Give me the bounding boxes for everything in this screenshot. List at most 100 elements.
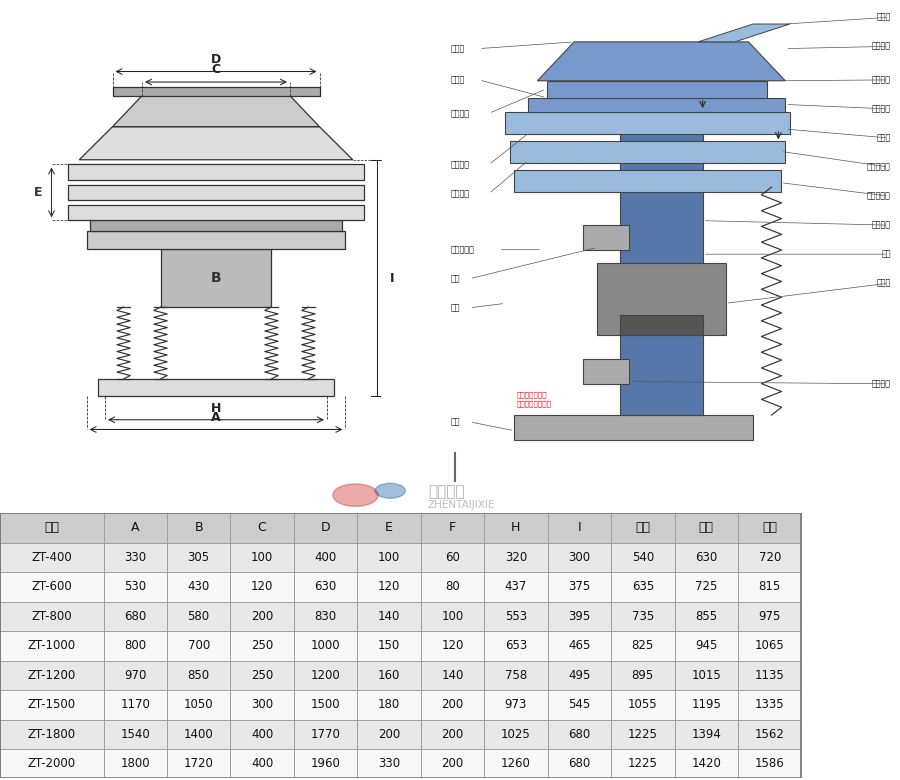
Text: 1960: 1960 [310, 757, 340, 770]
Bar [104, 631, 167, 661]
Text: 395: 395 [568, 610, 590, 623]
Bar [357, 543, 421, 573]
Text: A: A [131, 522, 140, 534]
Bar [528, 98, 785, 112]
Text: 100: 100 [378, 551, 400, 564]
Text: ZT-1200: ZT-1200 [28, 668, 76, 682]
Text: 300: 300 [568, 551, 590, 564]
Text: 830: 830 [314, 610, 337, 623]
Bar [0, 543, 104, 573]
Text: 895: 895 [632, 668, 654, 682]
Text: 1065: 1065 [755, 640, 785, 652]
Text: 上部重锤: 上部重锤 [872, 221, 891, 229]
Bar [167, 573, 230, 601]
Text: 530: 530 [124, 580, 147, 594]
Text: 1770: 1770 [310, 728, 340, 741]
Text: 1800: 1800 [121, 757, 150, 770]
Text: 545: 545 [568, 698, 590, 711]
Text: ZT-400: ZT-400 [32, 551, 72, 564]
Text: ZT-800: ZT-800 [32, 610, 72, 623]
Bar [738, 690, 802, 719]
Text: 825: 825 [632, 640, 654, 652]
Bar [98, 379, 334, 396]
Bar [104, 719, 167, 749]
Bar [68, 205, 364, 221]
Text: 437: 437 [505, 580, 527, 594]
Bar [421, 513, 484, 543]
Text: 电动机: 电动机 [877, 278, 891, 288]
Text: ZT-600: ZT-600 [32, 580, 72, 594]
Text: 630: 630 [314, 580, 337, 594]
Bar [548, 690, 611, 719]
Bar [293, 690, 357, 719]
Bar [620, 89, 703, 415]
Polygon shape [112, 96, 320, 126]
Bar [611, 749, 675, 778]
Bar [611, 573, 675, 601]
Text: 1540: 1540 [121, 728, 150, 741]
Text: 1195: 1195 [691, 698, 721, 711]
Bar [167, 749, 230, 778]
Text: 495: 495 [568, 668, 590, 682]
Bar [505, 112, 790, 133]
Bar [548, 749, 611, 778]
Text: 553: 553 [505, 610, 527, 623]
Text: 80: 80 [446, 580, 460, 594]
Bar [484, 573, 548, 601]
Text: 下部重锤: 下部重锤 [872, 379, 891, 388]
Bar [230, 513, 293, 543]
Bar [484, 661, 548, 690]
Bar [112, 87, 320, 96]
Bar [167, 601, 230, 631]
Bar [515, 170, 780, 192]
Text: ZT-2000: ZT-2000 [28, 757, 76, 770]
Text: 735: 735 [632, 610, 654, 623]
Text: 1335: 1335 [755, 698, 785, 711]
Text: 970: 970 [124, 668, 147, 682]
Bar [484, 543, 548, 573]
Bar [611, 690, 675, 719]
Bar [548, 543, 611, 573]
Bar [484, 601, 548, 631]
Bar [160, 249, 272, 307]
Text: 160: 160 [378, 668, 400, 682]
Text: 855: 855 [695, 610, 717, 623]
Bar [86, 231, 346, 249]
Bar [104, 573, 167, 601]
Bar [548, 513, 611, 543]
Text: 底座: 底座 [450, 417, 460, 427]
Bar [675, 690, 738, 719]
Circle shape [375, 484, 405, 498]
Text: 1225: 1225 [628, 728, 658, 741]
Bar [611, 661, 675, 690]
Bar [583, 360, 629, 384]
Text: 1400: 1400 [184, 728, 213, 741]
Text: 1000: 1000 [310, 640, 340, 652]
Bar [293, 631, 357, 661]
Bar [509, 141, 785, 162]
Text: 弹簧: 弹簧 [450, 303, 460, 312]
Bar [357, 661, 421, 690]
Bar [68, 185, 364, 200]
Bar [104, 601, 167, 631]
Text: 700: 700 [187, 640, 210, 652]
Text: 975: 975 [759, 610, 781, 623]
Text: 140: 140 [378, 610, 400, 623]
Bar [357, 513, 421, 543]
Text: 辅助筛网: 辅助筛网 [872, 76, 891, 84]
Bar [104, 749, 167, 778]
Bar [230, 631, 293, 661]
Text: 150: 150 [378, 640, 400, 652]
Text: 100: 100 [441, 610, 464, 623]
Text: 一层: 一层 [635, 522, 651, 534]
Bar [421, 719, 484, 749]
Text: 100: 100 [251, 551, 274, 564]
Bar [484, 719, 548, 749]
Text: 400: 400 [251, 757, 274, 770]
Text: 1394: 1394 [691, 728, 721, 741]
Bar [421, 601, 484, 631]
Bar [230, 690, 293, 719]
Bar [90, 221, 342, 231]
Text: 1015: 1015 [691, 668, 721, 682]
Text: I: I [578, 522, 581, 534]
